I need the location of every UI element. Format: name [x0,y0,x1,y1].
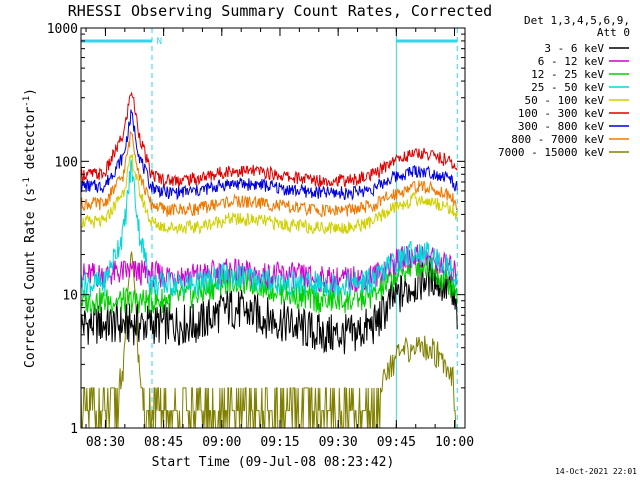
x-tick-label: 08:30 [86,435,125,450]
series-line [80,159,458,298]
night-marker: N [157,37,162,47]
legend-label: 50 - 100 keV [525,94,605,107]
chart-title: RHESSI Observing Summary Count Rates, Co… [68,2,492,20]
series-line [80,91,458,188]
y-tick-label: 10 [62,289,78,304]
generated-timestamp: 14-Oct-2021 22:01 [555,467,637,476]
series-group [80,91,458,429]
x-axis-label: Start Time (09-Jul-08 08:23:42) [152,455,395,470]
legend-label: 300 - 800 keV [518,120,604,133]
legend-label: 7000 - 15000 keV [498,146,604,159]
x-tick-label: 09:30 [319,435,358,450]
x-tick-label: 10:00 [435,435,474,450]
legend-label: 25 - 50 keV [531,81,604,94]
series-line [80,255,458,355]
legend-header: Att 0 [597,26,630,39]
legend-label: 12 - 25 keV [531,68,604,81]
legend-header: Det 1,3,4,5,6,9, [524,14,630,27]
plot-frame [80,27,466,429]
x-tick-label: 09:00 [202,435,241,450]
legend-label: 3 - 6 keV [544,42,604,55]
legend-label: 800 - 7000 keV [511,133,604,146]
y-axis-label-exp2: -1 [22,96,32,107]
y-axis-label-mid: detector [23,107,38,178]
x-tick-label: 08:45 [144,435,183,450]
y-axis-label-end: ) [23,88,38,96]
y-tick-label: 1 [70,422,78,437]
legend-label: 100 - 300 keV [518,107,604,120]
x-tick-label: 09:15 [260,435,299,450]
y-axis-label-exp1: -1 [22,177,32,188]
series-line [80,109,458,201]
x-tick-label: 09:45 [377,435,416,450]
night-indicators: N [80,28,458,428]
y-axis-label: Corrected Count Rate (s-1 detector-1) [22,88,38,368]
y-axis-label-main: Corrected Count Rate (s [23,188,38,368]
legend-label: 6 - 12 keV [538,55,605,68]
series-line [80,253,458,315]
axes: 1 10 100 1000 08:30 08:45 09:00 09:15 09:30 09:45… [47,22,474,450]
y-tick-label: 100 [55,155,78,170]
series-line [80,130,458,218]
series-line [80,154,458,235]
y-tick-label: 1000 [47,22,78,37]
